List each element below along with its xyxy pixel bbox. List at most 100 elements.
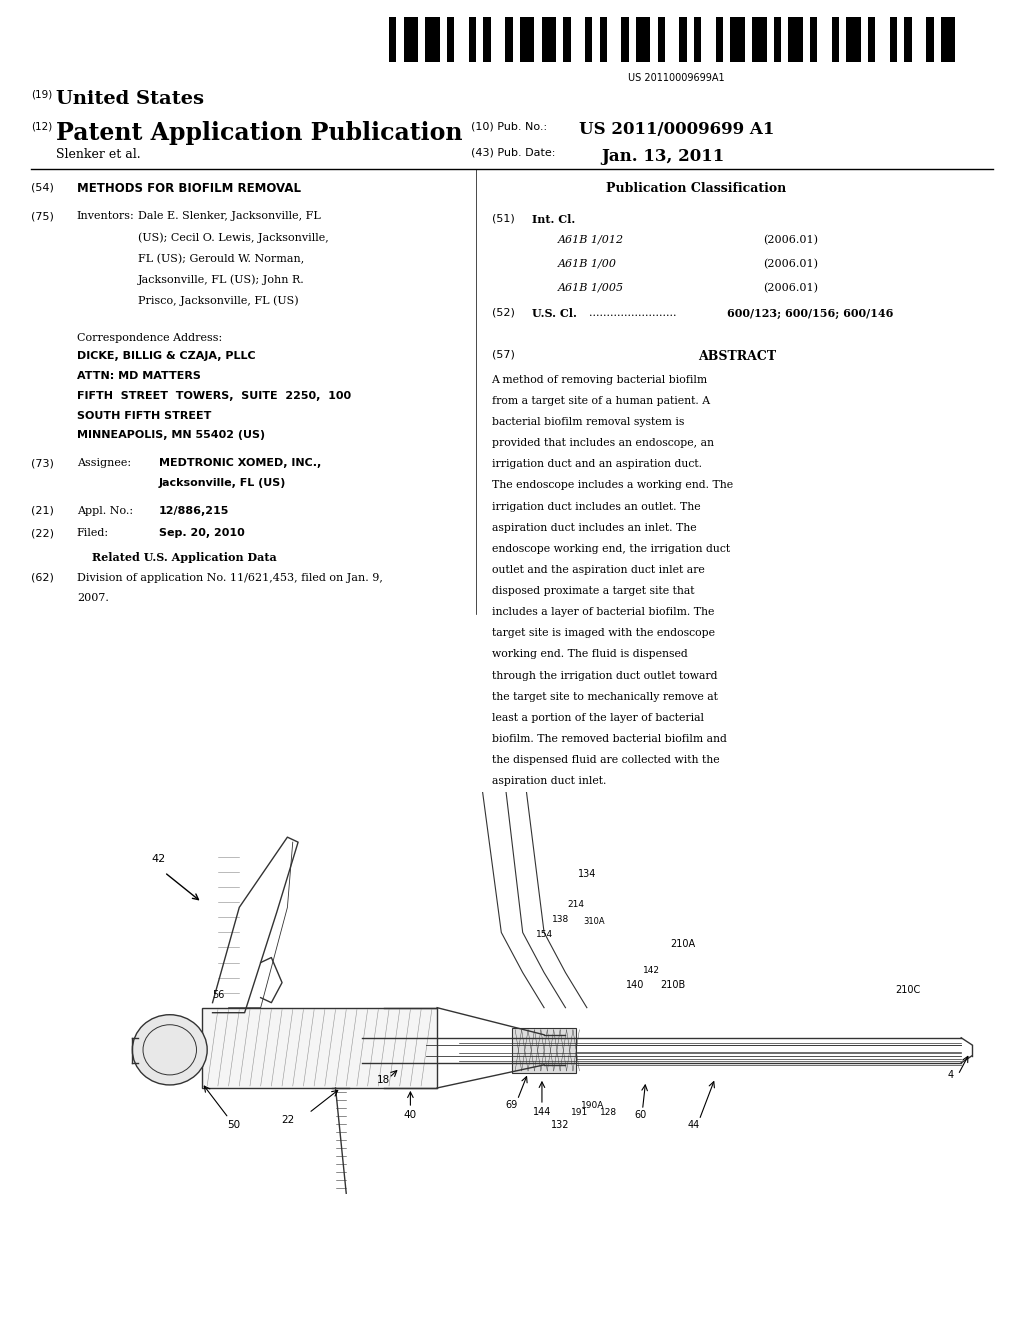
Bar [890,17,897,62]
Text: the dispensed fluid are collected with the: the dispensed fluid are collected with t… [492,755,719,766]
Text: (52): (52) [492,308,514,318]
Text: FIFTH  STREET  TOWERS,  SUITE  2250,  100: FIFTH STREET TOWERS, SUITE 2250, 100 [77,391,351,401]
Text: MEDTRONIC XOMED, INC.,: MEDTRONIC XOMED, INC., [159,458,321,469]
Text: working end. The fluid is dispensed: working end. The fluid is dispensed [492,649,687,660]
Text: (54): (54) [31,182,53,193]
Text: 310A: 310A [584,917,605,927]
Text: 134: 134 [578,870,596,879]
Text: Appl. No.:: Appl. No.: [77,506,133,516]
Text: (12): (12) [31,121,52,132]
Text: METHODS FOR BIOFILM REMOVAL: METHODS FOR BIOFILM REMOVAL [77,182,301,195]
Text: (43) Pub. Date:: (43) Pub. Date: [471,148,555,158]
Bar [425,17,440,62]
Text: outlet and the aspiration duct inlet are: outlet and the aspiration duct inlet are [492,565,705,576]
Text: 50: 50 [227,1121,241,1130]
Text: (22): (22) [31,528,53,539]
Bar [657,17,665,62]
Text: A61B 1/00: A61B 1/00 [558,259,617,269]
Bar [483,17,490,62]
Text: provided that includes an endoscope, an: provided that includes an endoscope, an [492,438,714,449]
Bar [512,1028,577,1073]
Text: FL (US); Gerould W. Norman,: FL (US); Gerould W. Norman, [138,253,304,264]
Bar [520,17,535,62]
Text: (51): (51) [492,214,514,224]
Bar [622,17,629,62]
Text: US 20110009699A1: US 20110009699A1 [628,73,724,83]
Text: 18: 18 [377,1074,390,1085]
Text: (2006.01): (2006.01) [763,235,818,246]
Text: (19): (19) [31,90,52,100]
Text: 2007.: 2007. [77,593,109,603]
Text: Filed:: Filed: [77,528,109,539]
Bar [868,17,876,62]
Bar [447,17,455,62]
Text: DICKE, BILLIG & CZAJA, PLLC: DICKE, BILLIG & CZAJA, PLLC [77,351,255,362]
Bar [542,17,556,62]
Text: target site is imaged with the endoscope: target site is imaged with the endoscope [492,628,715,639]
Text: (21): (21) [31,506,53,516]
Text: 132: 132 [551,1121,569,1130]
Text: through the irrigation duct outlet toward: through the irrigation duct outlet towar… [492,671,717,681]
Text: Correspondence Address:: Correspondence Address: [77,333,222,343]
Text: aspiration duct includes an inlet. The: aspiration duct includes an inlet. The [492,523,696,533]
Text: Sep. 20, 2010: Sep. 20, 2010 [159,528,245,539]
Text: US 2011/0009699 A1: US 2011/0009699 A1 [579,121,774,139]
Text: Division of application No. 11/621,453, filed on Jan. 9,: Division of application No. 11/621,453, … [77,573,383,583]
Text: 214: 214 [567,900,585,909]
Text: SOUTH FIFTH STREET: SOUTH FIFTH STREET [77,411,211,421]
Circle shape [132,1015,207,1085]
Text: irrigation duct includes an outlet. The: irrigation duct includes an outlet. The [492,502,700,512]
Text: 56: 56 [212,990,224,999]
Text: aspiration duct inlet.: aspiration duct inlet. [492,776,606,787]
Text: biofilm. The removed bacterial biofilm and: biofilm. The removed bacterial biofilm a… [492,734,726,744]
Text: Inventors:: Inventors: [77,211,134,222]
Text: irrigation duct and an aspiration duct.: irrigation duct and an aspiration duct. [492,459,701,470]
Bar [927,17,934,62]
Bar [600,17,607,62]
Text: 60: 60 [634,1110,646,1121]
Text: the target site to mechanically remove at: the target site to mechanically remove a… [492,692,718,702]
Text: (62): (62) [31,573,53,583]
Text: includes a layer of bacterial biofilm. The: includes a layer of bacterial biofilm. T… [492,607,714,618]
Text: Slenker et al.: Slenker et al. [56,148,141,161]
Text: 40: 40 [403,1110,417,1121]
Text: The endoscope includes a working end. The: The endoscope includes a working end. Th… [492,480,732,491]
Text: A method of removing bacterial biofilm: A method of removing bacterial biofilm [492,375,708,385]
Text: 142: 142 [642,965,659,974]
Bar [941,17,955,62]
Text: 69: 69 [506,1100,518,1110]
Bar [810,17,817,62]
Text: MINNEAPOLIS, MN 55402 (US): MINNEAPOLIS, MN 55402 (US) [77,430,265,441]
Text: Jacksonville, FL (US); John R.: Jacksonville, FL (US); John R. [138,275,305,285]
Text: Patent Application Publication: Patent Application Publication [56,121,463,145]
Text: 4: 4 [947,1071,953,1080]
Text: disposed proximate a target site that: disposed proximate a target site that [492,586,694,597]
Text: United States: United States [56,90,205,108]
Text: Prisco, Jacksonville, FL (US): Prisco, Jacksonville, FL (US) [138,296,299,306]
Text: 42: 42 [152,854,166,865]
Bar [585,17,592,62]
Text: ATTN: MD MATTERS: ATTN: MD MATTERS [77,371,201,381]
Bar [563,17,570,62]
Text: 191: 191 [570,1107,588,1117]
Text: 12/886,215: 12/886,215 [159,506,229,516]
Bar [469,17,476,62]
Bar [847,17,861,62]
Bar [752,17,767,62]
Text: A61B 1/012: A61B 1/012 [558,235,625,246]
Text: 138: 138 [552,915,568,924]
Text: .........................: ......................... [589,308,676,318]
Bar [774,17,781,62]
Bar [680,17,687,62]
Text: Dale E. Slenker, Jacksonville, FL: Dale E. Slenker, Jacksonville, FL [138,211,321,222]
Bar [831,17,839,62]
Text: U.S. Cl.: U.S. Cl. [532,308,578,318]
Text: 190A: 190A [581,1101,604,1110]
Text: (57): (57) [492,350,514,360]
Text: 210C: 210C [895,985,921,995]
Text: Publication Classification: Publication Classification [606,182,786,195]
Text: A61B 1/005: A61B 1/005 [558,282,625,293]
Text: Int. Cl.: Int. Cl. [532,214,575,224]
Text: 44: 44 [688,1121,700,1130]
Text: (2006.01): (2006.01) [763,282,818,293]
